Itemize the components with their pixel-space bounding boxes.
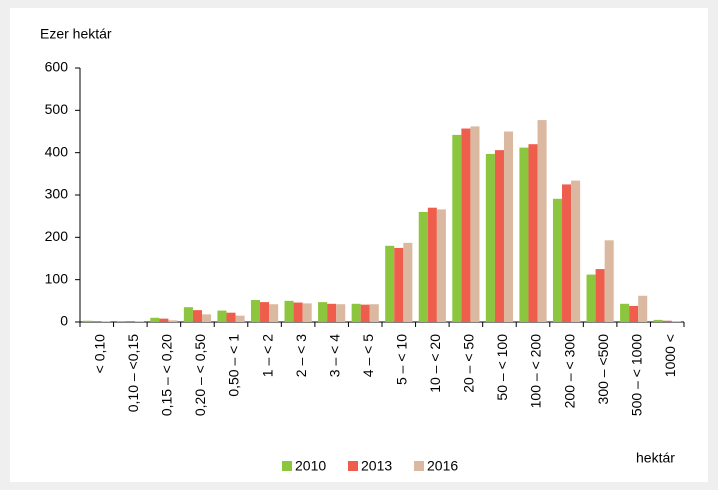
bar (351, 303, 361, 322)
bar (528, 144, 538, 322)
bar (586, 274, 596, 322)
bar (562, 184, 572, 322)
bar (92, 321, 102, 322)
x-tick-label: 200 – < 300 (561, 334, 577, 409)
bar (168, 320, 178, 322)
bar (159, 318, 169, 322)
x-tick-label: 3 – < 4 (326, 334, 342, 377)
bar (260, 302, 270, 322)
bar (293, 302, 303, 322)
bar (183, 307, 193, 322)
bar (629, 305, 639, 322)
y-tick-label: 0 (60, 313, 68, 329)
bar (217, 310, 227, 322)
x-tick-label: 5 – < 10 (393, 334, 409, 385)
bar (403, 242, 413, 322)
bar (150, 317, 160, 322)
bar (494, 150, 504, 322)
legend-swatch (414, 461, 424, 471)
bar (83, 320, 93, 322)
bar (662, 320, 672, 322)
x-tick-label: 50 – < 100 (494, 334, 510, 401)
bar (250, 299, 261, 322)
x-axis-label: hektár (636, 450, 675, 466)
y-tick-label: 600 (45, 59, 69, 75)
legend-swatch (282, 461, 292, 471)
x-tick-label: 0,50 – < 1 (226, 334, 242, 397)
x-tick-label: 1 – < 2 (259, 334, 275, 377)
bar (269, 304, 279, 322)
bar (470, 126, 480, 322)
bar (125, 321, 135, 322)
bar (436, 209, 446, 322)
bar (461, 128, 471, 322)
bar (327, 303, 337, 322)
bar (235, 315, 245, 322)
bar (427, 207, 437, 322)
y-tick-label: 500 (45, 101, 69, 117)
legend-label: 2010 (295, 458, 326, 474)
bar (485, 153, 495, 322)
x-tick-label: 10 – < 20 (427, 334, 443, 393)
bar (360, 304, 370, 322)
x-tick-label: 1000 < (662, 334, 678, 377)
bar (394, 247, 404, 322)
bar (537, 120, 547, 322)
bar (385, 245, 395, 322)
bar (552, 198, 563, 322)
x-tick-label: 0,15 – < 0,20 (159, 334, 175, 416)
bar (571, 180, 581, 322)
y-tick-label: 400 (45, 143, 69, 159)
bar (369, 304, 379, 322)
x-tick-label: < 0,10 (91, 334, 107, 374)
y-tick-label: 100 (45, 270, 69, 286)
y-tick-label: 300 (45, 186, 69, 202)
bar (620, 303, 630, 322)
bar (418, 211, 428, 322)
bar (192, 310, 202, 322)
bar (671, 321, 681, 322)
bar (302, 303, 312, 322)
bar (226, 312, 236, 322)
bar (452, 134, 462, 322)
x-tick-label: 100 – < 200 (528, 334, 544, 409)
legend-label: 2016 (427, 458, 458, 474)
chart-area (10, 8, 708, 482)
bar (503, 131, 514, 322)
x-tick-label: 4 – < 5 (360, 334, 376, 377)
x-tick-label: 0,10 – <0,15 (125, 334, 141, 412)
legend-swatch (348, 461, 358, 471)
bar (519, 147, 529, 322)
bar (284, 300, 294, 322)
y-axis-label: Ezer hektár (40, 26, 112, 42)
legend-label: 2013 (361, 458, 392, 474)
x-tick-label: 300 – <500 (595, 334, 611, 405)
bar (116, 321, 126, 322)
bar (201, 314, 212, 322)
bar (336, 304, 346, 322)
bar (595, 269, 605, 322)
bar (318, 302, 328, 322)
x-tick-label: 20 – < 50 (461, 334, 477, 393)
x-tick-label: 0,20 – < 0,50 (192, 334, 208, 416)
bar (604, 240, 614, 322)
bar (638, 295, 648, 322)
bar (653, 319, 663, 322)
y-tick-label: 200 (45, 228, 69, 244)
x-tick-label: 500 – < 1000 (628, 334, 644, 416)
x-tick-label: 2 – < 3 (293, 334, 309, 377)
